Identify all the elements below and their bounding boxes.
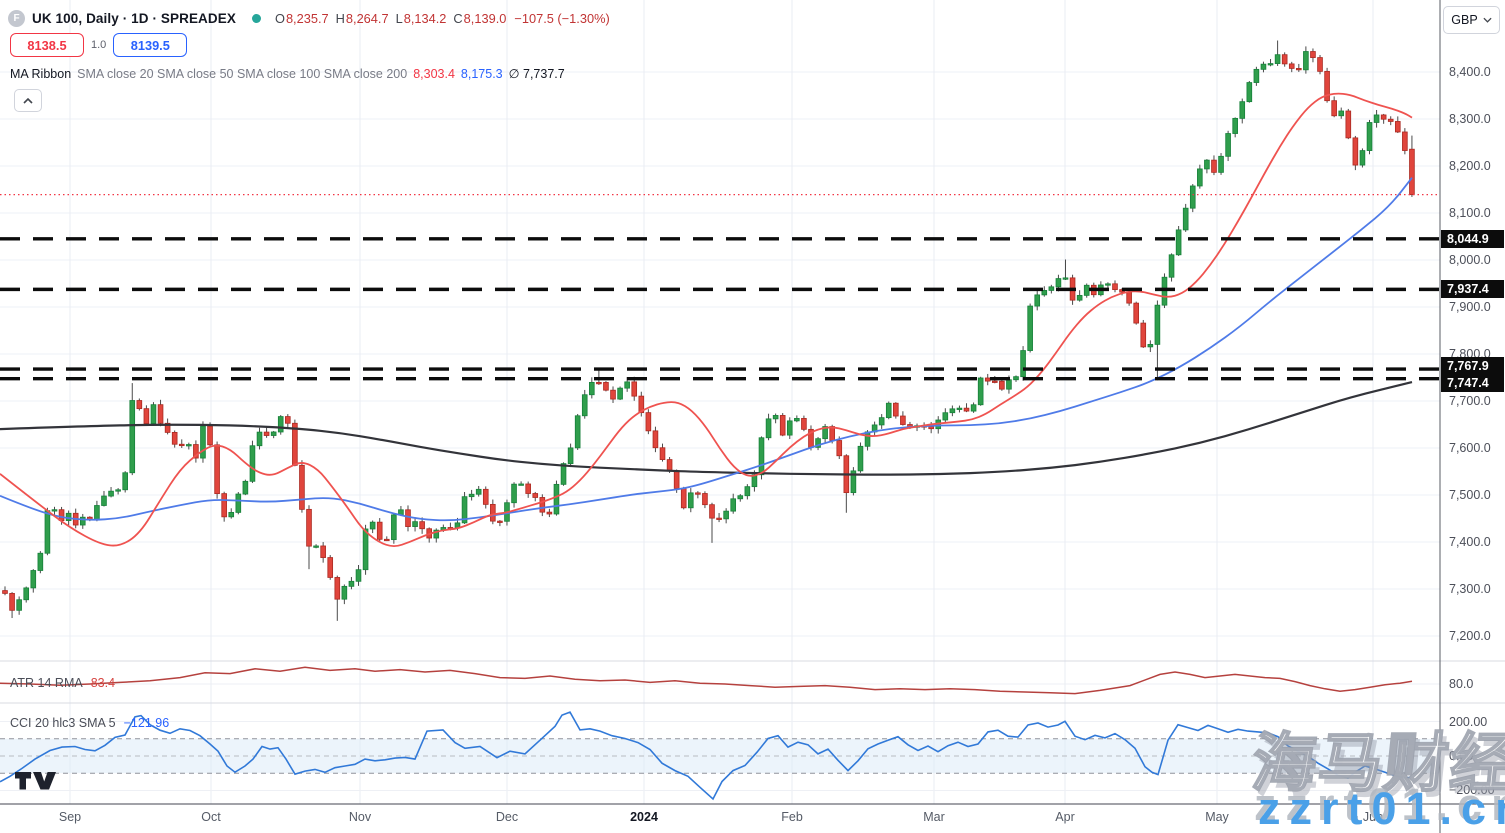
time-axis-label[interactable]: Apr — [1055, 810, 1075, 824]
price-tick-label: 8,100.0 — [1449, 205, 1491, 220]
sma200-value: ∅ 7,737.7 — [508, 67, 565, 81]
price-tick-label: 7,700.0 — [1449, 393, 1491, 408]
sma20-value: 8,303.4 — [413, 66, 455, 81]
open-label: O — [274, 10, 285, 26]
time-axis-label[interactable]: Jun — [1362, 810, 1384, 824]
time-axis-label[interactable]: 2024 — [630, 810, 658, 824]
low-value: 8,134.2 — [403, 10, 447, 26]
time-axis-label[interactable]: Nov — [348, 810, 372, 824]
price-level-badge: 8,044.9 — [1441, 229, 1504, 248]
spread-value: 1.0 — [91, 39, 107, 51]
price-level-badge: 7,747.4 — [1441, 373, 1504, 392]
ohlc-values: O8,235.7 H8,264.7 L8,134.2 C8,139.0 −107… — [275, 11, 610, 26]
price-tick-label: 8,400.0 — [1449, 65, 1491, 79]
tradingview-logo[interactable] — [15, 771, 61, 791]
sma50-value: 8,175.3 — [460, 66, 503, 81]
price-tick-label: 8,000.0 — [1449, 252, 1491, 267]
cci-axis-label-neg200: −200.00 — [1449, 783, 1495, 797]
buy-button[interactable]: 8139.5 — [113, 33, 188, 57]
atr-axis-label: 80.0 — [1449, 677, 1474, 691]
indicator-name: MA Ribbon — [10, 66, 72, 81]
price-tick-label: 8,200.0 — [1449, 158, 1491, 173]
change-value: −107.5 (−1.30%) — [514, 10, 610, 26]
time-axis-label[interactable]: Sep — [58, 810, 82, 824]
price-level-badge: 7,937.4 — [1441, 280, 1504, 299]
price-level-badge: 7,767.9 — [1441, 357, 1504, 376]
symbol-title[interactable]: UK 100, Daily · 1D · SPREADEX — [32, 10, 236, 26]
symbol-logo-icon: F — [8, 9, 25, 27]
trade-buttons: 8138.5 1.0 8139.5 — [10, 33, 188, 57]
time-axis-label[interactable]: May — [1205, 810, 1229, 824]
price-tick-label: 7,500.0 — [1449, 487, 1491, 502]
atr-value: 83.4 — [90, 676, 116, 690]
price-tick-label: 7,600.0 — [1449, 440, 1491, 455]
cci-name: CCI 20 hlc3 SMA 5 — [10, 716, 116, 730]
time-axis-label[interactable]: Feb — [781, 810, 803, 824]
cci-legend[interactable]: CCI 20 hlc3 SMA 5 −121.96 — [10, 716, 169, 730]
atr-name: ATR 14 RMA — [10, 676, 83, 690]
chevron-down-icon — [1483, 17, 1492, 23]
low-label: L — [395, 10, 403, 26]
time-axis-label[interactable]: Dec — [495, 810, 519, 824]
close-label: C — [453, 10, 463, 26]
open-value: 8,235.7 — [285, 10, 329, 26]
time-axis-label[interactable]: Oct — [201, 810, 221, 824]
price-tick-label: 7,200.0 — [1449, 628, 1491, 643]
price-tick-label: 7,300.0 — [1449, 581, 1491, 596]
atr-legend[interactable]: ATR 14 RMA 83.4 — [10, 676, 115, 690]
price-tick-label: 7,400.0 — [1449, 534, 1491, 549]
indicator-params: SMA close 20 SMA close 50 SMA close 100 … — [77, 66, 408, 81]
market-open-dot-icon — [251, 13, 261, 23]
close-value: 8,139.0 — [463, 10, 507, 26]
chevron-up-icon — [23, 97, 33, 104]
cci-axis-label-0: 0.00 — [1449, 749, 1474, 763]
currency-selector[interactable]: GBP — [1443, 6, 1500, 34]
symbol-header: F UK 100, Daily · 1D · SPREADEX O8,235.7… — [8, 6, 610, 30]
high-label: H — [335, 10, 345, 26]
currency-label: GBP — [1451, 13, 1478, 27]
high-value: 8,264.7 — [345, 10, 389, 26]
cci-axis-label-200: 200.00 — [1449, 715, 1488, 729]
time-axis-label[interactable]: Mar — [923, 810, 945, 824]
cci-value: −121.96 — [123, 716, 170, 730]
price-tick-label: 7,900.0 — [1449, 299, 1491, 314]
ma-ribbon-legend[interactable]: MA Ribbon SMA close 20 SMA close 50 SMA … — [10, 66, 565, 82]
collapse-panel-button[interactable] — [14, 89, 42, 112]
sell-button[interactable]: 8138.5 — [10, 33, 84, 57]
price-tick-label: 8,300.0 — [1449, 111, 1491, 126]
